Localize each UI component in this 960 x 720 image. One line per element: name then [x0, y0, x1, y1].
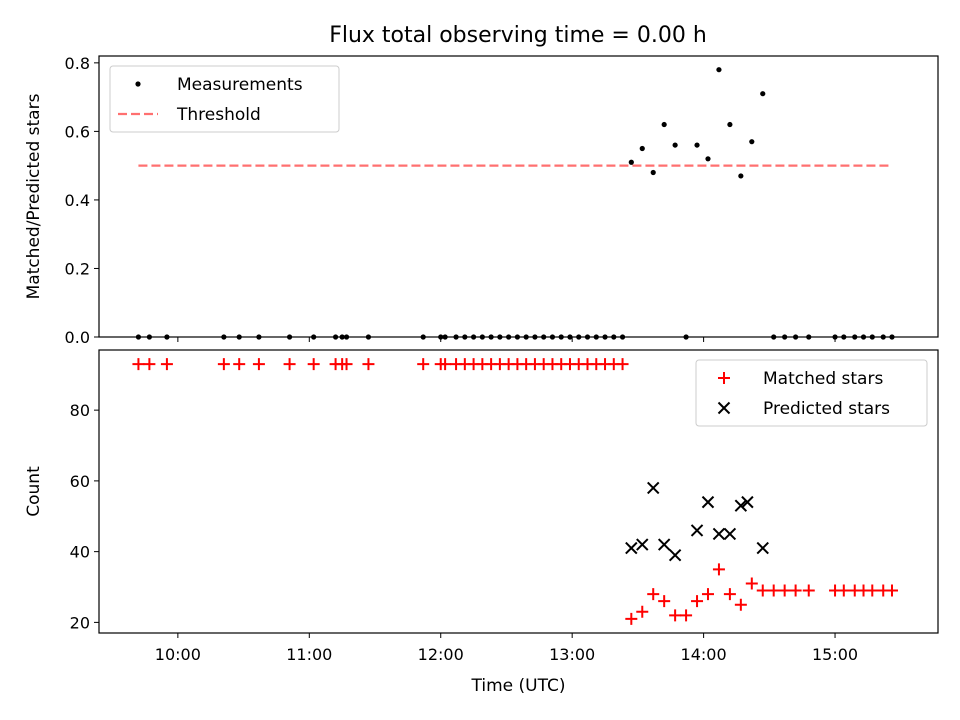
- matched-star-point: [307, 358, 320, 371]
- y-tick-label: 80: [70, 401, 90, 420]
- predicted-star-point: [712, 527, 726, 541]
- matched-star-point: [132, 358, 145, 371]
- matched-star-point: [283, 358, 296, 371]
- matched-star-point: [789, 584, 802, 597]
- legend: Matched stars Predicted stars: [695, 359, 928, 427]
- legend-label: Predicted stars: [763, 399, 890, 419]
- y-tick-label: 40: [70, 543, 90, 562]
- x-tick-label: 15:00: [812, 645, 858, 664]
- measurement-point: [694, 142, 700, 148]
- top-panel: 0.0 0.2 0.4 0.6 0.8 Matched/Predicted stars Me…: [24, 54, 939, 347]
- predicted-star-point: [690, 524, 704, 537]
- matched-star-point: [143, 358, 156, 371]
- plot-frame: [98, 349, 939, 634]
- y-tick-label: 60: [70, 472, 90, 491]
- x-tick-label: 14:00: [681, 645, 727, 664]
- matched-star-point: [252, 358, 265, 371]
- measurement-point: [672, 142, 678, 148]
- measurement-point: [738, 173, 744, 179]
- measurement-point: [628, 159, 634, 165]
- predicted-star-point: [636, 538, 649, 551]
- matched-star-point: [778, 584, 791, 597]
- predicted-star-point: [717, 401, 731, 415]
- matched-star-point: [340, 358, 353, 371]
- x-tick-label: 10:00: [155, 645, 201, 664]
- y-tick-label: 0.2: [65, 259, 90, 278]
- legend-label: Threshold: [176, 105, 261, 125]
- y-axis-label: Matched/Predicted stars: [24, 93, 44, 299]
- matched-star-point: [417, 358, 430, 371]
- matched-star-point: [718, 372, 730, 384]
- matched-star-point: [723, 588, 736, 601]
- y-tick-label: 0.4: [65, 191, 90, 210]
- plot-frame: [98, 55, 939, 338]
- bottom-panel: 20 40 60 80 10:00 11:00 12:00 13:00 14:00 15:00 Co…: [24, 349, 939, 696]
- measurement-point: [716, 67, 722, 73]
- matched-star-point: [885, 584, 898, 597]
- matched-star-point: [439, 358, 452, 371]
- legend: Measurements Threshold: [109, 65, 340, 133]
- y-axis-label: Count: [24, 466, 44, 517]
- predicted-star-point: [756, 541, 769, 555]
- predicted-star-point: [625, 541, 638, 555]
- matched-star-point: [647, 588, 660, 601]
- measurement-point: [727, 121, 733, 128]
- y-tick-label: 0.0: [65, 328, 90, 347]
- x-axis-label: Time (UTC): [471, 676, 566, 696]
- matched-star-point: [767, 584, 780, 597]
- legend-label: Measurements: [177, 75, 303, 95]
- predicted-star-point: [741, 495, 754, 509]
- measurement-point: [650, 169, 656, 176]
- matched-star-point: [712, 563, 725, 576]
- matched-star-point: [837, 584, 850, 597]
- matched-star-point: [625, 612, 638, 625]
- matched-star-point: [362, 358, 375, 371]
- measurement-point: [639, 145, 645, 152]
- chart-title: Flux total observing time = 0.00 h: [329, 23, 707, 48]
- matched-star-point: [616, 358, 629, 371]
- matched-star-point: [756, 584, 769, 597]
- matched-star-point: [233, 358, 246, 371]
- matched-star-point: [745, 577, 758, 590]
- matched-star-point: [691, 595, 704, 608]
- legend-box: [695, 359, 928, 427]
- x-tick-label: 11:00: [286, 645, 332, 664]
- matched-star-point: [669, 609, 682, 622]
- matched-star-point: [160, 358, 173, 371]
- legend-box: [109, 65, 340, 133]
- predicted-star-point: [647, 481, 660, 495]
- series-matched-stars: [132, 358, 898, 625]
- matched-star-point: [217, 358, 230, 371]
- x-tick-label: 12:00: [418, 645, 464, 664]
- y-tick-label: 20: [70, 613, 90, 632]
- measurement-point: [135, 81, 141, 87]
- matched-star-point: [680, 609, 693, 622]
- predicted-star-point: [723, 527, 737, 541]
- series-predicted-stars: [625, 481, 769, 562]
- y-tick-label: 0.8: [65, 54, 90, 73]
- predicted-star-point: [668, 548, 682, 562]
- measurement-point: [661, 121, 667, 128]
- matched-star-point: [734, 598, 747, 611]
- x-tick-label: 13:00: [549, 645, 595, 664]
- matched-star-point: [636, 605, 649, 618]
- predicted-star-point: [657, 538, 671, 551]
- matched-star-point: [866, 584, 879, 597]
- matched-star-point: [802, 584, 815, 597]
- predicted-star-point: [734, 499, 748, 512]
- predicted-star-point: [701, 495, 715, 509]
- measurement-point: [760, 91, 766, 97]
- y-tick-label: 0.6: [65, 122, 90, 141]
- matched-star-point: [658, 595, 671, 608]
- legend-label: Matched stars: [763, 369, 883, 389]
- measurement-point: [705, 156, 711, 162]
- matched-star-point: [701, 588, 714, 601]
- measurement-point: [749, 139, 755, 145]
